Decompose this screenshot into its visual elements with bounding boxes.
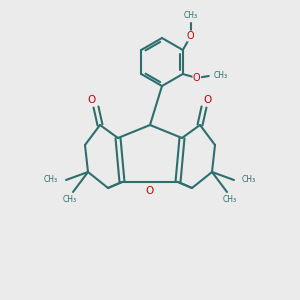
Text: CH₃: CH₃ (223, 194, 237, 203)
Text: O: O (193, 73, 201, 83)
Text: CH₃: CH₃ (242, 176, 256, 184)
Text: CH₃: CH₃ (184, 11, 198, 20)
Text: CH₃: CH₃ (44, 176, 58, 184)
Text: O: O (204, 95, 212, 105)
Text: CH₃: CH₃ (214, 71, 228, 80)
Text: O: O (146, 186, 154, 196)
Text: O: O (88, 95, 96, 105)
Text: CH₃: CH₃ (63, 194, 77, 203)
Text: O: O (187, 31, 195, 41)
